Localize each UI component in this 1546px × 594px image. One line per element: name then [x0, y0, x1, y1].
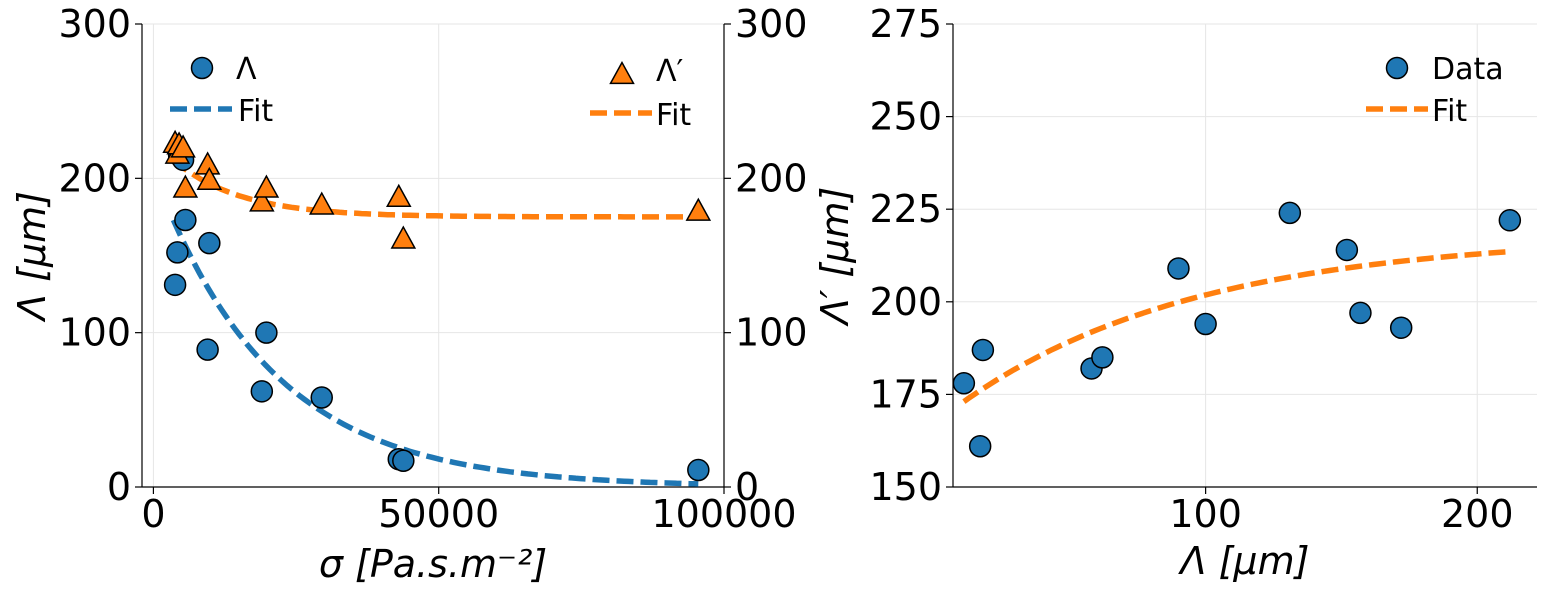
lambda-point — [198, 231, 221, 255]
legend-lambda-marker — [190, 56, 214, 80]
left-chart-marks — [162, 129, 712, 487]
legend-lambda: Λ Fit — [170, 52, 273, 129]
right-y-tick-label: 0 — [735, 465, 759, 509]
data-point — [968, 435, 992, 458]
legend-data-label: Data — [1432, 52, 1504, 87]
y-tick-label: 275 — [869, 2, 942, 46]
right-y-tick-label: 300 — [735, 2, 808, 46]
lambda-prime-point — [253, 174, 280, 198]
y-tick-label: 300 — [58, 2, 131, 46]
right-chart-marks — [952, 201, 1522, 458]
left-chart-axes — [135, 23, 731, 494]
right-chart-panel: 100 200 150 175 200 225 250 275 Λ [μm] Data Fit — [869, 2, 1537, 583]
data-point — [1167, 257, 1190, 280]
y-tick-label: 175 — [869, 372, 942, 416]
lambda-point — [196, 338, 219, 361]
lambda-point — [392, 449, 415, 473]
lambda-prime-point — [385, 183, 412, 208]
lambda-prime-point — [249, 188, 275, 212]
y-tick-label: 200 — [58, 156, 131, 200]
x-tick-label: 0 — [141, 492, 165, 536]
right-chart-axes — [946, 23, 1537, 494]
data-point — [1349, 301, 1372, 325]
x-tick-label: 200 — [1441, 492, 1514, 536]
legend-lambda-fit-label: Fit — [238, 94, 273, 129]
lambda-prime-point — [308, 191, 335, 215]
left-chart-grid — [142, 23, 725, 488]
lambda-point — [174, 208, 197, 232]
legend-data-fit: Data Fit — [1366, 52, 1504, 129]
data-point — [1335, 238, 1359, 262]
fit-line — [962, 248, 1511, 404]
x-tick-label: 50000 — [378, 492, 499, 536]
lambda-prime-point — [196, 166, 223, 191]
left-x-axis-label: σ [Pa.s.m⁻²] — [319, 542, 547, 586]
legend-lambda-label: Λ — [236, 52, 257, 87]
y-tick-label: 250 — [869, 95, 942, 139]
right-chart-x-axis-label: Λ [μm] — [1178, 539, 1310, 583]
right-y-tick-label: 200 — [735, 156, 808, 200]
lambda-prime-point — [390, 225, 417, 249]
lambda-fit-line — [170, 218, 699, 487]
legend-lambda-prime: Λ′ Fit — [590, 54, 691, 133]
legend-lambda-prime-marker — [609, 60, 635, 85]
y-tick-label: 200 — [869, 280, 942, 324]
legend-data-marker — [1385, 56, 1409, 80]
y-tick-label: 100 — [58, 311, 131, 355]
lambda-point — [166, 241, 189, 264]
lambda-prime-point — [685, 197, 712, 221]
data-point — [1498, 209, 1522, 232]
right-chart-tick-labels: 100 200 150 175 200 225 250 275 — [869, 2, 1513, 536]
lambda-point — [687, 458, 710, 482]
data-point — [1194, 312, 1217, 336]
y-tick-label: 225 — [869, 187, 942, 231]
data-point — [1278, 201, 1302, 225]
right-y-axis-label: Λ′ [μm] — [813, 187, 857, 328]
y-tick-label: 150 — [869, 465, 942, 509]
lambda-prime-point — [172, 174, 199, 198]
data-point — [971, 338, 995, 362]
x-tick-label: 100000 — [651, 492, 796, 536]
right-y-tick-label: 100 — [735, 311, 808, 355]
legend-lambda-prime-fit-label: Fit — [656, 98, 691, 133]
lambda-point — [250, 380, 274, 403]
legend-lambda-prime-label: Λ′ — [656, 54, 684, 89]
left-y-axis-label: Λ [μm] — [10, 191, 54, 323]
data-point — [1091, 346, 1114, 369]
lambda-prime-point — [170, 134, 196, 158]
x-tick-label: 100 — [1169, 492, 1242, 536]
y-tick-label: 0 — [107, 465, 131, 509]
lambda-point — [163, 273, 187, 297]
data-point — [1389, 316, 1413, 339]
legend-fit-label: Fit — [1432, 94, 1467, 129]
lambda-point — [310, 386, 333, 409]
data-point — [952, 372, 976, 395]
lambda-point — [255, 321, 278, 344]
